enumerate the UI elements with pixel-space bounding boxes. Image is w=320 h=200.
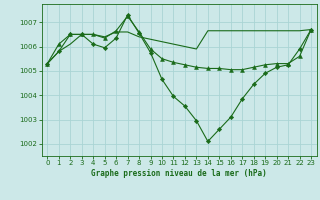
X-axis label: Graphe pression niveau de la mer (hPa): Graphe pression niveau de la mer (hPa)	[91, 169, 267, 178]
